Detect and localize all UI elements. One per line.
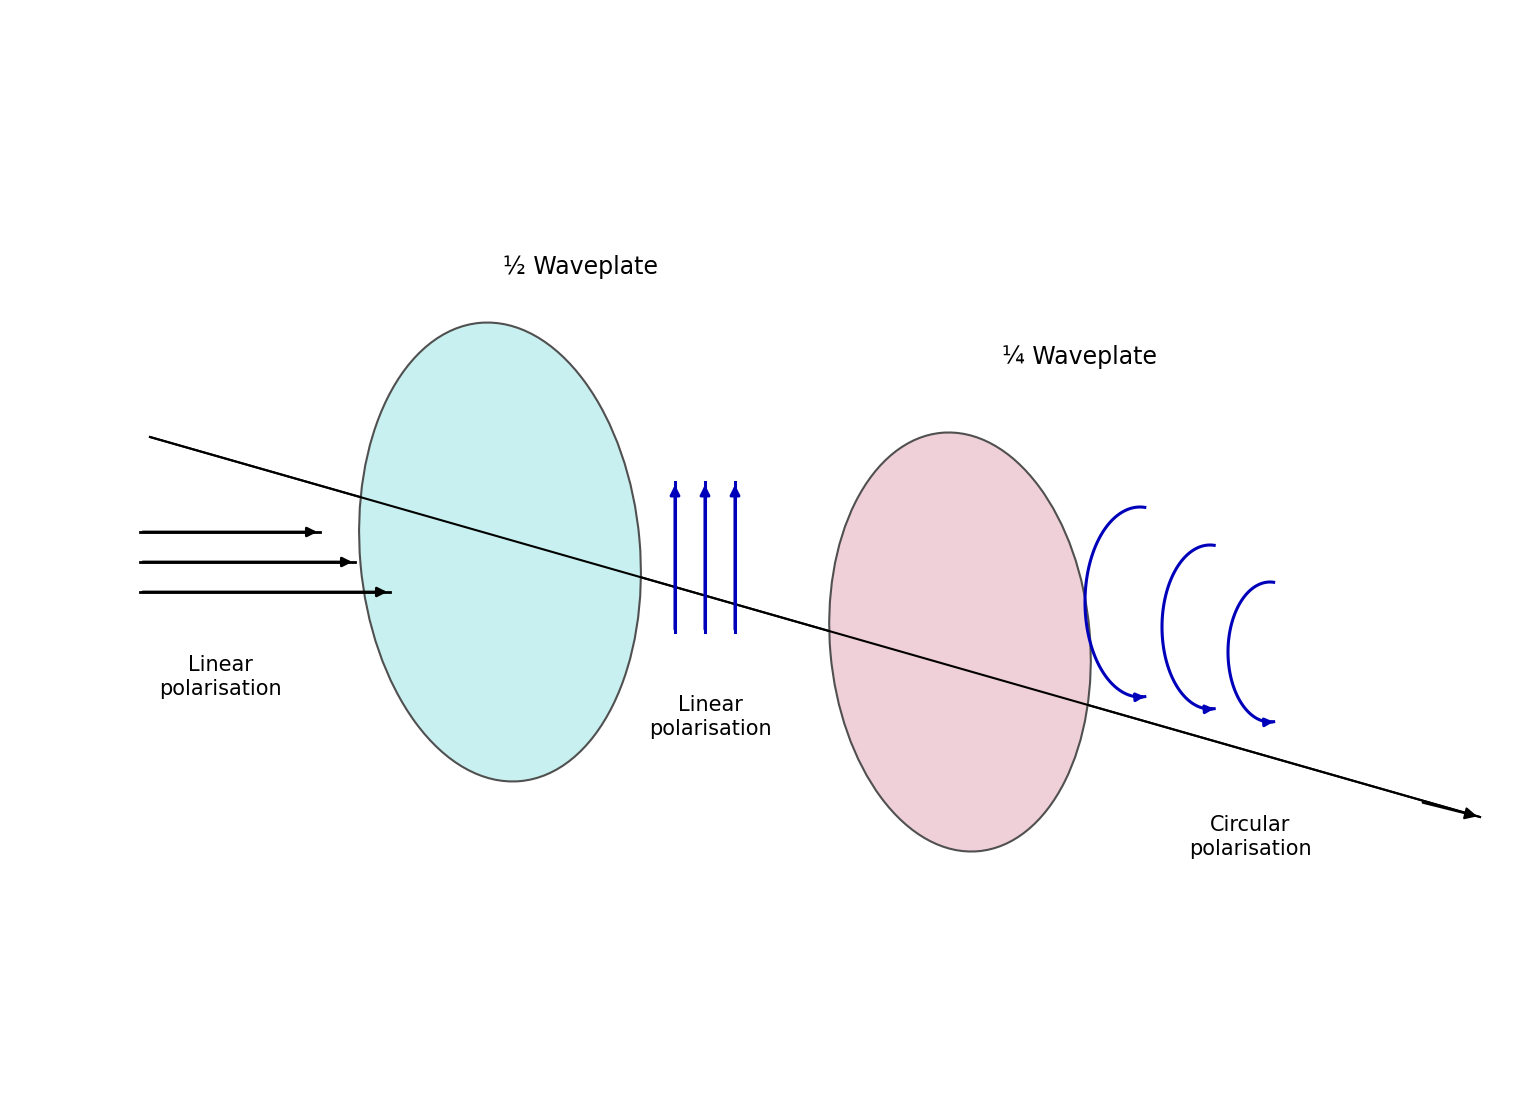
Text: ½ Waveplate: ½ Waveplate: [502, 255, 657, 279]
Ellipse shape: [829, 432, 1091, 851]
Ellipse shape: [359, 323, 641, 782]
Text: ¼ Waveplate: ¼ Waveplate: [1003, 345, 1158, 369]
Text: Linear
polarisation: Linear polarisation: [158, 656, 281, 698]
Text: Linear
polarisation: Linear polarisation: [648, 696, 771, 738]
Text: Circular
polarisation: Circular polarisation: [1189, 815, 1312, 859]
